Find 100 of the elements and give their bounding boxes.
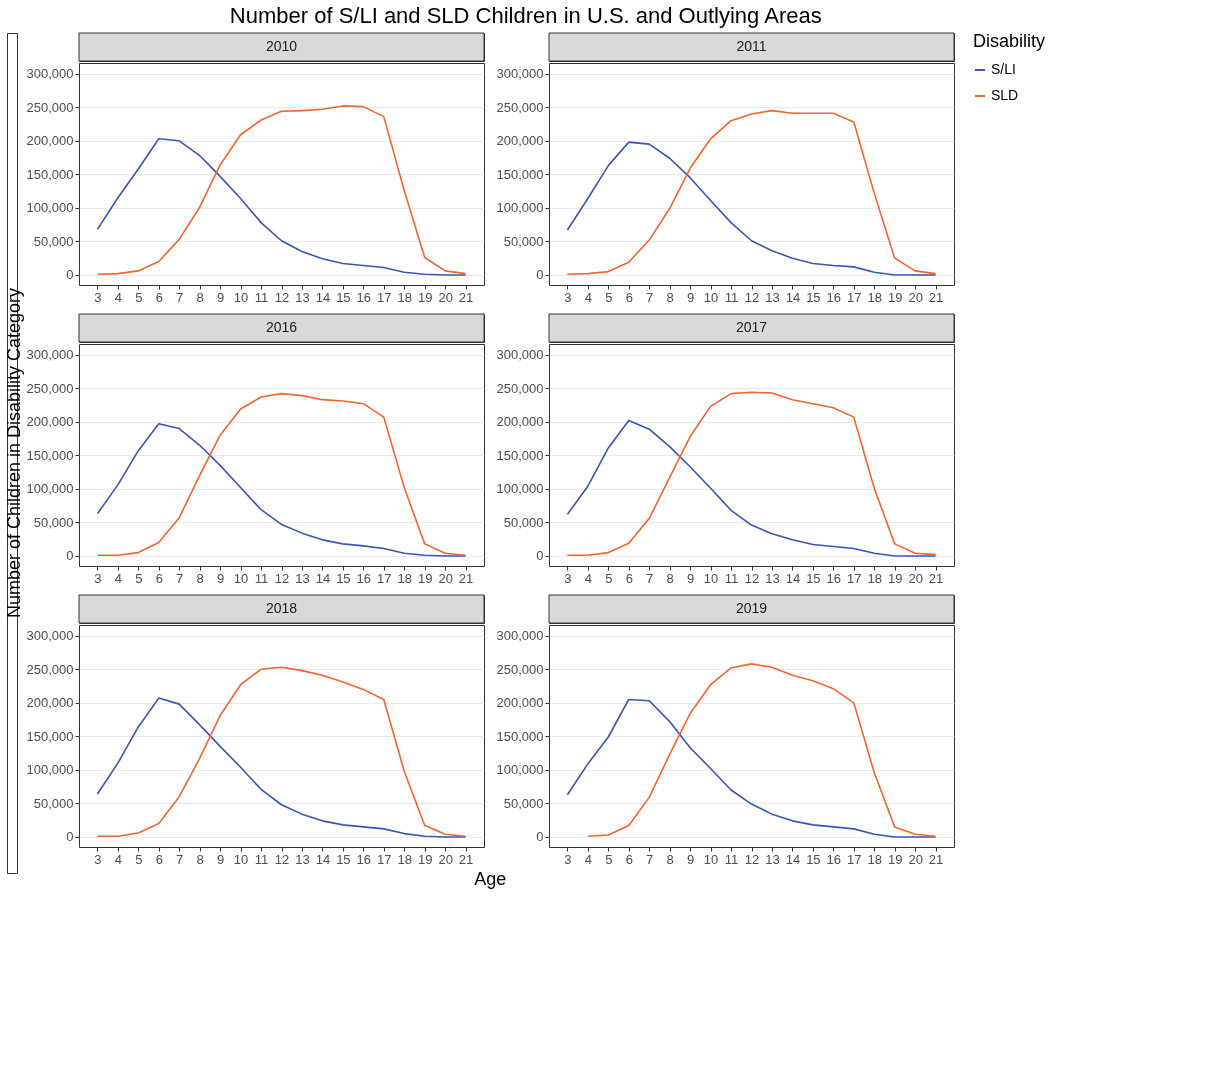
x-tick-label: 12 bbox=[274, 851, 290, 867]
x-tick-label: 8 bbox=[666, 289, 674, 305]
y-axis-title: Number of Children in Disability Category bbox=[4, 287, 24, 619]
x-tick-label: 7 bbox=[176, 851, 184, 867]
x-tick-label: 15 bbox=[336, 570, 351, 586]
x-tick-label: 17 bbox=[377, 289, 392, 305]
y-tick-label: 300,000 bbox=[26, 628, 74, 644]
x-tick-label: 7 bbox=[646, 570, 654, 586]
y-tick-label: 100,000 bbox=[496, 762, 544, 778]
y-tick-label: 0 bbox=[536, 548, 544, 564]
x-tick-label: 19 bbox=[417, 851, 433, 867]
x-tick-label: 5 bbox=[605, 851, 613, 867]
y-tick-label: 50,000 bbox=[33, 514, 74, 530]
x-tick-label: 5 bbox=[605, 570, 613, 586]
y-tick-label: 100,000 bbox=[26, 200, 74, 216]
y-tick-label: 300,000 bbox=[26, 347, 74, 363]
x-tick-label: 20 bbox=[908, 570, 923, 586]
x-tick-label: 3 bbox=[564, 570, 572, 586]
line-series bbox=[96, 423, 467, 557]
y-tick-label: 100,000 bbox=[496, 200, 544, 216]
x-tick-label: 17 bbox=[847, 289, 862, 305]
x-tick-label: 13 bbox=[765, 289, 780, 305]
line-series bbox=[96, 105, 467, 276]
y-tick-label: 150,000 bbox=[496, 447, 544, 463]
x-tick-label: 6 bbox=[625, 851, 633, 867]
x-tick-label: 3 bbox=[94, 851, 102, 867]
x-tick-label: 20 bbox=[908, 289, 923, 305]
x-tick-label: 4 bbox=[584, 851, 592, 867]
text: Number of S/LI and SLD Children in U.S. and Outlying Areas bbox=[229, 3, 822, 28]
y-tick-label: 300,000 bbox=[496, 347, 544, 363]
y-tick-label: 100,000 bbox=[26, 762, 74, 778]
y-tick-label: 0 bbox=[536, 829, 544, 845]
x-tick-label: 14 bbox=[785, 289, 801, 305]
x-tick-label: 10 bbox=[233, 570, 249, 586]
y-tick-label: 150,000 bbox=[496, 728, 544, 744]
x-tick-label: 21 bbox=[458, 851, 474, 867]
x-tick-label: 20 bbox=[438, 570, 453, 586]
x-tick-label: 8 bbox=[666, 851, 674, 867]
y-tick-label: 50,000 bbox=[33, 233, 74, 249]
legend-title: Disability bbox=[973, 31, 1046, 51]
y-tick-label: 0 bbox=[66, 548, 74, 564]
x-tick-label: 14 bbox=[315, 851, 331, 867]
line-series bbox=[566, 391, 937, 557]
x-tick-label: 5 bbox=[605, 289, 613, 305]
y-tick-label: 100,000 bbox=[26, 481, 74, 497]
line-series bbox=[96, 392, 467, 557]
x-tick-label: 11 bbox=[254, 289, 269, 305]
x-tick-label: 6 bbox=[625, 289, 633, 305]
x-tick-label: 12 bbox=[744, 570, 760, 586]
x-tick-label: 17 bbox=[377, 851, 392, 867]
x-tick-label: 6 bbox=[625, 570, 633, 586]
chart-title: 2019 bbox=[735, 600, 768, 616]
y-tick-label: 150,000 bbox=[26, 166, 74, 182]
x-tick-label: 10 bbox=[233, 289, 249, 305]
chart-title: 2011 bbox=[736, 38, 767, 54]
x-tick-label: 16 bbox=[356, 851, 372, 867]
x-tick-label: 8 bbox=[666, 570, 674, 586]
x-tick-label: 15 bbox=[336, 851, 351, 867]
x-tick-label: 16 bbox=[826, 289, 842, 305]
x-tick-label: 19 bbox=[417, 289, 433, 305]
line-series bbox=[566, 141, 937, 276]
line-series bbox=[566, 698, 937, 838]
chart-title: 2016 bbox=[265, 319, 298, 335]
x-tick-label: 19 bbox=[887, 289, 903, 305]
line-series bbox=[587, 663, 937, 838]
x-tick-label: 11 bbox=[724, 289, 739, 305]
x-tick-label: 21 bbox=[928, 851, 944, 867]
x-tick-label: 8 bbox=[196, 570, 204, 586]
x-tick-label: 9 bbox=[217, 289, 225, 305]
x-tick-label: 14 bbox=[315, 289, 331, 305]
x-tick-label: 6 bbox=[155, 289, 163, 305]
y-tick-label: 0 bbox=[66, 267, 74, 283]
y-tick-label: 300,000 bbox=[496, 628, 544, 644]
y-tick-label: 50,000 bbox=[503, 233, 544, 249]
y-tick-label: 250,000 bbox=[26, 99, 74, 115]
x-tick-label: 17 bbox=[377, 570, 392, 586]
x-tick-label: 4 bbox=[114, 289, 122, 305]
x-tick-label: 13 bbox=[295, 570, 310, 586]
x-tick-label: 5 bbox=[135, 851, 143, 867]
x-tick-label: 11 bbox=[724, 851, 739, 867]
x-tick-label: 14 bbox=[785, 851, 801, 867]
x-tick-label: 12 bbox=[274, 289, 290, 305]
x-tick-label: 17 bbox=[847, 851, 862, 867]
y-tick-label: 200,000 bbox=[26, 133, 74, 149]
y-tick-label: 200,000 bbox=[496, 695, 544, 711]
line-series bbox=[96, 666, 467, 838]
x-tick-label: 18 bbox=[867, 570, 882, 586]
x-tick-label: 7 bbox=[646, 289, 654, 305]
x-tick-label: 7 bbox=[176, 289, 184, 305]
x-tick-label: 21 bbox=[458, 570, 474, 586]
y-tick-label: 50,000 bbox=[33, 795, 74, 811]
x-tick-label: 9 bbox=[687, 289, 695, 305]
x-tick-label: 5 bbox=[135, 570, 143, 586]
x-tick-label: 6 bbox=[155, 570, 163, 586]
y-tick-label: 50,000 bbox=[503, 514, 544, 530]
x-tick-label: 19 bbox=[887, 851, 903, 867]
legend-label: SLD bbox=[991, 87, 1019, 103]
x-tick-label: 16 bbox=[826, 851, 842, 867]
x-tick-label: 7 bbox=[176, 570, 184, 586]
x-tick-label: 11 bbox=[254, 570, 269, 586]
